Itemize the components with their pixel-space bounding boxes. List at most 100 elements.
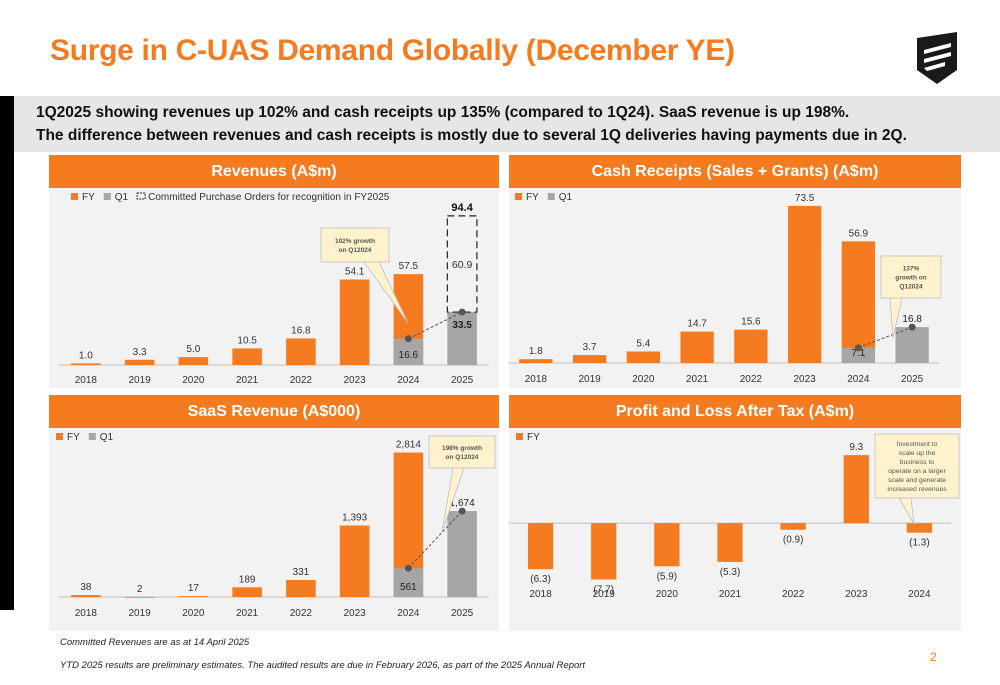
x-tick-2023: 2023 xyxy=(344,608,367,619)
bar-fy-2024 xyxy=(841,241,876,363)
cash-receipts-chart-title: Cash Receipts (Sales + Grants) (A$m) xyxy=(509,155,961,188)
x-tick-2019: 2019 xyxy=(593,589,616,600)
bar-fy-2020 xyxy=(178,596,209,597)
callout-text-line-1: scale up the xyxy=(899,450,936,457)
bar-q1-2025 xyxy=(895,327,929,363)
data-label-q1-2025: 16.8 xyxy=(902,314,922,325)
growth-connector-line xyxy=(408,311,463,340)
bar-fy-2019 xyxy=(591,523,617,580)
x-tick-2018: 2018 xyxy=(525,374,548,385)
data-label-fy-2021: (5.3) xyxy=(720,567,741,578)
footnote-committed: Committed Revenues are as at 14 April 20… xyxy=(60,637,250,648)
profit-loss-chart: FY (6.3) 2018 (7.7)2019 (5.9) 2020 (5.3) 2021 (0… xyxy=(509,432,960,600)
data-label-fy-2023: 54.1 xyxy=(345,267,365,278)
x-tick-2025: 2025 xyxy=(451,375,474,386)
bar-fy-2020 xyxy=(178,357,209,365)
callout-text-line-2: Q12024 xyxy=(899,284,923,291)
banner-line-1: 1Q2025 showing revenues up 102% and cash… xyxy=(36,104,850,121)
x-tick-2018: 2018 xyxy=(75,375,98,386)
bar-fy-2023 xyxy=(339,279,370,365)
bar-fy-2023 xyxy=(787,205,822,363)
profit-loss-panel: Profit and Loss After Tax (A$m) FY (6.3) 2… xyxy=(509,395,961,631)
legend-swatch-q1 xyxy=(547,193,555,200)
data-label-fy-2024: 2,814 xyxy=(396,440,421,451)
x-tick-2021: 2021 xyxy=(236,375,259,386)
bar-fy-2022 xyxy=(286,338,316,365)
x-tick-2022: 2022 xyxy=(782,589,805,600)
x-tick-2020: 2020 xyxy=(182,608,205,619)
page-number: 2 xyxy=(930,650,937,664)
bar-fy-2020 xyxy=(654,523,680,567)
callout-text-line-0: Investment to xyxy=(897,441,938,448)
bar-fy-2023 xyxy=(339,525,370,597)
bar-fy-2019 xyxy=(124,359,155,365)
data-label-fy-2018: 38 xyxy=(80,582,92,593)
x-tick-2022: 2022 xyxy=(740,374,763,385)
bar-q1-2024 xyxy=(393,568,424,597)
bar-committed-2025 xyxy=(446,215,478,313)
bar-q1-2024 xyxy=(393,338,424,365)
x-tick-2019: 2019 xyxy=(129,608,152,619)
x-tick-2021: 2021 xyxy=(719,589,742,600)
data-label-fy-2019: 3.3 xyxy=(133,347,147,358)
saas-revenue-chart-title: SaaS Revenue (A$000) xyxy=(49,395,499,428)
data-label-fy-2023: 9.3 xyxy=(849,442,863,453)
legend-label-0: FY xyxy=(67,432,80,443)
profit-loss-chart-title: Profit and Loss After Tax (A$m) xyxy=(509,395,961,428)
summary-banner xyxy=(14,96,1000,152)
legend-label-0: FY xyxy=(526,192,539,203)
data-label-fy-2020: (5.9) xyxy=(657,571,678,582)
legend-label-0: FY xyxy=(82,192,95,203)
data-label-fy-2018: 1.0 xyxy=(79,350,93,361)
legend-swatch-fy xyxy=(515,193,522,200)
data-label-fy-2019: (7.7) xyxy=(593,584,614,595)
x-tick-2019: 2019 xyxy=(579,374,602,385)
x-tick-2018: 2018 xyxy=(75,608,98,619)
bar-fy-2018 xyxy=(71,595,101,597)
data-label-q1-2025: 33.5 xyxy=(452,320,472,331)
bar-fy-2018 xyxy=(71,363,101,365)
data-label-fy-2021: 10.5 xyxy=(237,335,257,346)
bar-fy-2022 xyxy=(780,523,806,530)
data-label-fy-2018: (6.3) xyxy=(530,574,551,585)
callout-text-line-0: 102% growth xyxy=(335,238,375,245)
bar-q1-2025 xyxy=(447,511,477,597)
x-tick-2021: 2021 xyxy=(236,608,259,619)
saas-revenue-chart: FY Q1 38 2018 2 2019 17 2020 189 2021 331 2022 1,393… xyxy=(56,432,496,619)
bar-fy-2021 xyxy=(717,523,743,562)
bar-fy-2019 xyxy=(572,355,607,363)
data-label-fy-2021: 189 xyxy=(239,574,256,585)
bar-fy-2021 xyxy=(680,331,714,363)
x-tick-2020: 2020 xyxy=(182,375,205,386)
revenues-panel: Revenues (A$m) FY Q1 Committed Purchase Or… xyxy=(49,155,499,388)
bar-fy-2018 xyxy=(527,523,554,570)
data-label-total-2025: 94.4 xyxy=(451,202,473,214)
banner-line-2: The difference between revenues and cash… xyxy=(36,127,907,144)
callout-text-line-2: business to xyxy=(900,459,935,466)
callout-text-line-4: scale and generate xyxy=(888,477,946,484)
callout-box xyxy=(428,435,496,469)
x-tick-2023: 2023 xyxy=(794,374,817,385)
callout-text-line-3: operate on a larger xyxy=(888,468,946,475)
legend-label-1: Q1 xyxy=(100,432,114,443)
data-label-fy-2022: 16.8 xyxy=(291,325,311,336)
x-tick-2024: 2024 xyxy=(397,375,420,386)
x-tick-2019: 2019 xyxy=(129,375,152,386)
callout-text-line-5: increased revenues xyxy=(887,486,947,493)
data-label-q1-2025: 1,674 xyxy=(450,498,475,509)
data-label-fy-2022: 331 xyxy=(293,567,310,578)
callout-box xyxy=(880,255,942,299)
legend-swatch-q1 xyxy=(103,193,111,200)
x-tick-2022: 2022 xyxy=(290,608,313,619)
data-label-fy-2021: 14.7 xyxy=(687,319,707,330)
bar-fy-2020 xyxy=(626,351,661,363)
legend-label-0: FY xyxy=(527,432,540,443)
legend-label-1: Q1 xyxy=(115,192,129,203)
x-tick-2020: 2020 xyxy=(656,589,679,600)
x-tick-2020: 2020 xyxy=(632,374,655,385)
legend-swatch-fy xyxy=(516,433,523,440)
data-label-fy-2022: (0.9) xyxy=(783,535,804,546)
data-label-fy-2024: 57.5 xyxy=(399,261,419,272)
data-label-q1-2024: 7.1 xyxy=(851,348,865,359)
x-tick-2024: 2024 xyxy=(908,589,931,600)
